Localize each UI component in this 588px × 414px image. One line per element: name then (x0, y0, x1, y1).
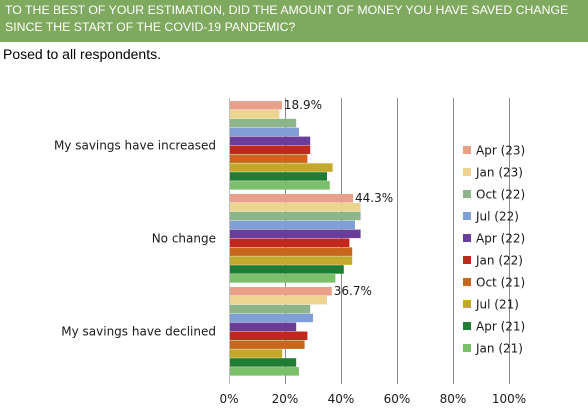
bar (229, 229, 361, 239)
bar (229, 247, 353, 256)
legend-label: Apr (21) (476, 320, 525, 334)
category-label: My savings have declined (61, 325, 216, 339)
chart-subtitle: Posed to all respondents. (3, 46, 161, 62)
legend-label: Jul (21) (475, 298, 519, 312)
labels: 0% 20% 40% 60% 80% 100% My savings have increa… (54, 98, 526, 406)
bar (229, 220, 355, 230)
bar (229, 340, 305, 349)
x-tick-label: 80% (440, 392, 467, 406)
legend-label: Jan (23) (475, 166, 523, 180)
data-label: 44.3% (355, 191, 393, 205)
bar (229, 136, 311, 146)
legend-label: Apr (22) (476, 232, 525, 246)
legend-swatch (463, 234, 471, 242)
bar (229, 295, 327, 305)
bars (229, 101, 361, 376)
legend-label: Jul (22) (475, 210, 519, 224)
legend-label: Oct (21) (476, 276, 525, 290)
bar (229, 172, 327, 181)
x-tick-label: 100% (492, 392, 526, 406)
bar (229, 287, 332, 296)
bar (229, 331, 308, 340)
bar (229, 202, 361, 212)
bar (229, 304, 311, 314)
bar (229, 265, 344, 274)
bar (229, 163, 333, 172)
bar (229, 256, 353, 265)
bar (229, 211, 361, 221)
bar (229, 109, 280, 119)
data-label: 36.7% (334, 284, 372, 298)
title-banner: TO THE BEST OF YOUR ESTIMATION, DID THE … (0, 0, 588, 42)
legend-swatch (463, 300, 471, 308)
bar (229, 118, 297, 128)
data-label: 18.9% (284, 98, 322, 112)
legend-label: Jan (22) (475, 254, 523, 268)
bar (229, 181, 330, 190)
bar (229, 313, 313, 323)
x-tick-label: 20% (272, 392, 299, 406)
bar (229, 145, 311, 154)
legend-label: Apr (23) (476, 144, 525, 158)
bar (229, 238, 350, 247)
bar (229, 101, 282, 110)
bar (229, 154, 308, 163)
legend-label: Oct (22) (476, 188, 525, 202)
legend-swatch (463, 212, 471, 220)
legend-swatch (463, 344, 471, 352)
legend-swatch (463, 278, 471, 286)
legend-swatch (463, 168, 471, 176)
x-tick-label: 0% (219, 392, 238, 406)
x-tick-label: 60% (384, 392, 411, 406)
legend: Apr (23) Jan (23) Oct (22) Jul (22) Apr (22)… (463, 144, 525, 356)
bar (229, 274, 336, 283)
legend-swatch (463, 256, 471, 264)
chart-title: TO THE BEST OF YOUR ESTIMATION, DID THE … (5, 3, 569, 34)
category-label: No change (152, 232, 216, 246)
legend-swatch (463, 322, 471, 330)
x-tick-label: 40% (328, 392, 355, 406)
bar (229, 322, 297, 332)
legend-label: Jan (21) (475, 342, 523, 356)
bar (229, 358, 297, 367)
legend-swatch (463, 190, 471, 198)
category-label: My savings have increased (54, 139, 216, 153)
bar (229, 367, 299, 376)
bar (229, 127, 299, 137)
legend-swatch (463, 146, 471, 154)
bar (229, 349, 283, 358)
bar (229, 194, 354, 203)
